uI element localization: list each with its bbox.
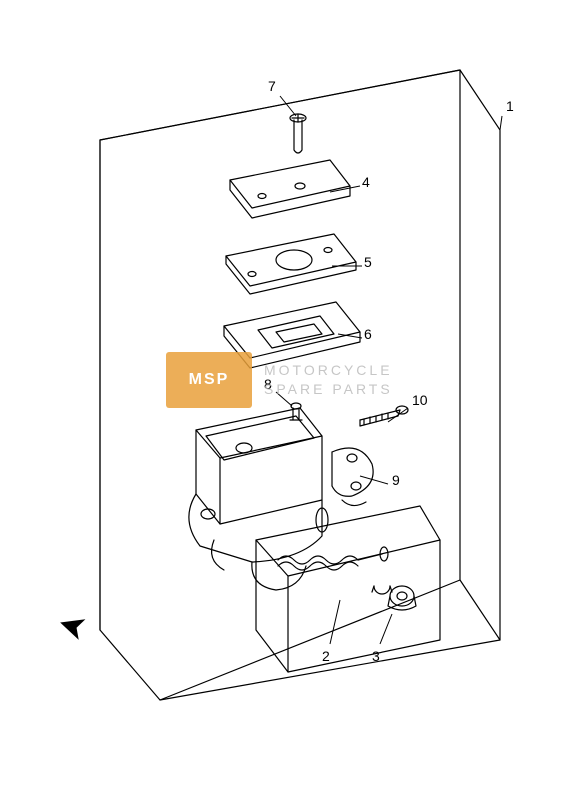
callout-1: 1 bbox=[506, 98, 514, 114]
callout-4: 4 bbox=[362, 174, 370, 190]
callout-5: 5 bbox=[364, 254, 372, 270]
callout-10: 10 bbox=[412, 392, 428, 408]
callout-6: 6 bbox=[364, 326, 372, 342]
callout-7: 7 bbox=[268, 78, 276, 94]
watermark-line2: SPARE PARTS bbox=[264, 380, 393, 399]
watermark-text: MOTORCYCLE SPARE PARTS bbox=[264, 361, 393, 399]
callout-2: 2 bbox=[322, 648, 330, 664]
callout-3: 3 bbox=[372, 648, 380, 664]
callout-9: 9 bbox=[392, 472, 400, 488]
watermark-line1: MOTORCYCLE bbox=[264, 361, 393, 380]
watermark: MSP MOTORCYCLE SPARE PARTS bbox=[166, 352, 393, 408]
watermark-badge: MSP bbox=[166, 352, 252, 408]
